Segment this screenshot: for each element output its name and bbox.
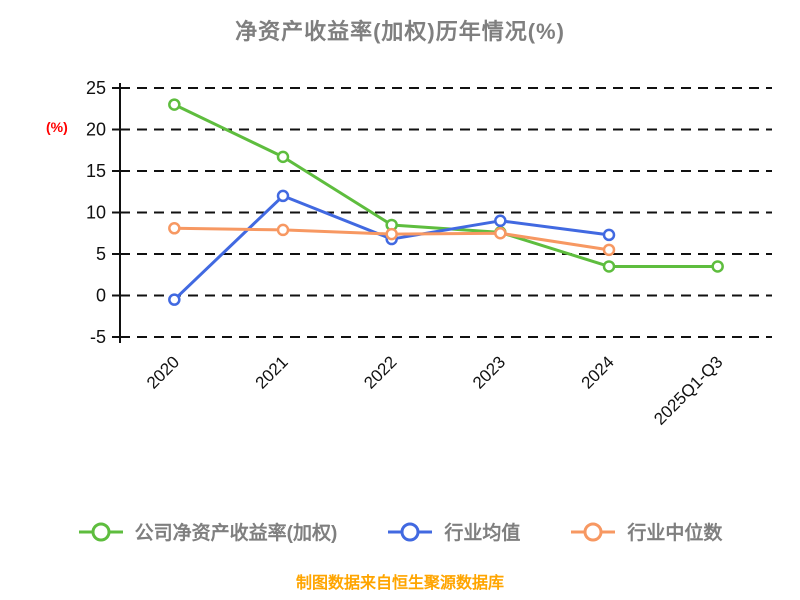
x-tick-label: 2020: [143, 352, 183, 392]
legend-item-industry-mean[interactable]: 行业均值: [387, 518, 520, 545]
data-point-marker: [602, 228, 616, 242]
data-point-marker: [494, 214, 507, 228]
line-chart: 25 20 15 10 5 0 -5 (%) 2020 2021 2022 2023 2024 2025Q…: [46, 78, 772, 429]
legend-item-industry-median[interactable]: 行业中位数: [570, 518, 722, 545]
data-point-marker: [494, 227, 507, 240]
legend-marker-icon: [78, 522, 123, 541]
data-point-marker: [602, 260, 616, 273]
x-axis-labels: 2020 2021 2022 2023 2024 2025Q1-Q3: [143, 352, 727, 428]
x-tick-label: 2021: [252, 352, 292, 392]
x-tick-label: 2023: [469, 352, 509, 392]
y-tick-label: 0: [96, 286, 106, 306]
legend-label-industry-mean: 行业均值: [444, 523, 521, 544]
data-point-marker: [711, 260, 724, 273]
data-source-note: 制图数据来自恒生聚源数据库: [295, 575, 504, 592]
y-tick-label: 5: [96, 244, 106, 264]
x-tick-label: 2025Q1-Q3: [650, 352, 726, 428]
y-axis-label: (%): [46, 119, 68, 135]
data-point-marker: [276, 150, 290, 164]
y-tick-label: 15: [86, 161, 106, 181]
data-point-marker: [168, 222, 181, 235]
data-point-marker: [168, 98, 181, 111]
legend-label-industry-median: 行业中位数: [627, 523, 723, 544]
data-point-marker: [276, 189, 290, 203]
legend-item-company-roe[interactable]: 公司净资产收益率(加权): [78, 518, 338, 545]
y-tick-label: 25: [86, 78, 106, 98]
legend-marker-icon: [571, 522, 616, 541]
y-tick-label: 20: [86, 120, 106, 140]
legend-label-company-roe: 公司净资产收益率(加权): [134, 523, 338, 544]
legend-marker-icon: [388, 522, 433, 541]
data-point-marker: [276, 223, 290, 237]
y-tick-label: -5: [90, 327, 106, 347]
y-axis-ticks: 25 20 15 10 5 0 -5: [86, 78, 120, 347]
data-point-marker: [168, 293, 181, 306]
chart-title: 净资产收益率(加权)历年情况(%): [235, 19, 565, 44]
x-tick-label: 2024: [578, 352, 618, 392]
series-line-0: [168, 98, 724, 273]
y-tick-label: 10: [86, 203, 106, 223]
x-tick-label: 2022: [360, 352, 400, 392]
series-line-2: [168, 222, 616, 257]
data-point-marker: [385, 227, 398, 241]
legend: 公司净资产收益率(加权) 行业均值 行业中位数: [0, 518, 800, 545]
data-point-marker: [602, 243, 616, 257]
